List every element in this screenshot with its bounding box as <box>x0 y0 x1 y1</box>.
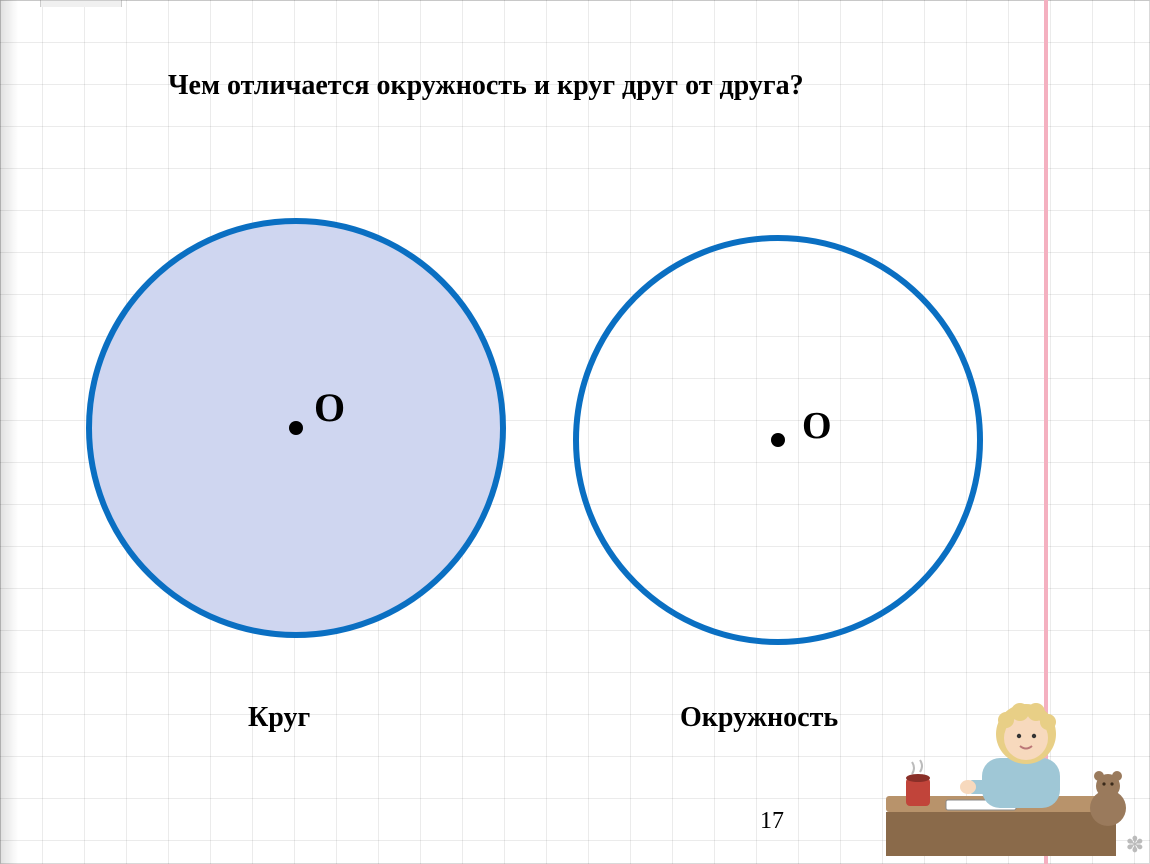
question-title: Чем отличается окружность и круг друг от… <box>168 70 804 102</box>
page-number: 17 <box>760 808 784 835</box>
student-clipart <box>886 700 1146 860</box>
circle-center-dot <box>771 433 785 447</box>
notebook-page: Чем отличается окружность и круг друг от… <box>0 0 1150 864</box>
disk-center-dot <box>289 421 303 435</box>
page-tab <box>40 0 122 7</box>
circle-caption: Окружность <box>680 702 838 734</box>
circle-center-label: О <box>802 404 832 448</box>
disk-caption: Круг <box>248 702 310 734</box>
sparkle-icon: ✽ <box>1126 832 1144 858</box>
disk-center-label: О <box>314 384 345 431</box>
page-binding-shadow <box>0 0 18 864</box>
